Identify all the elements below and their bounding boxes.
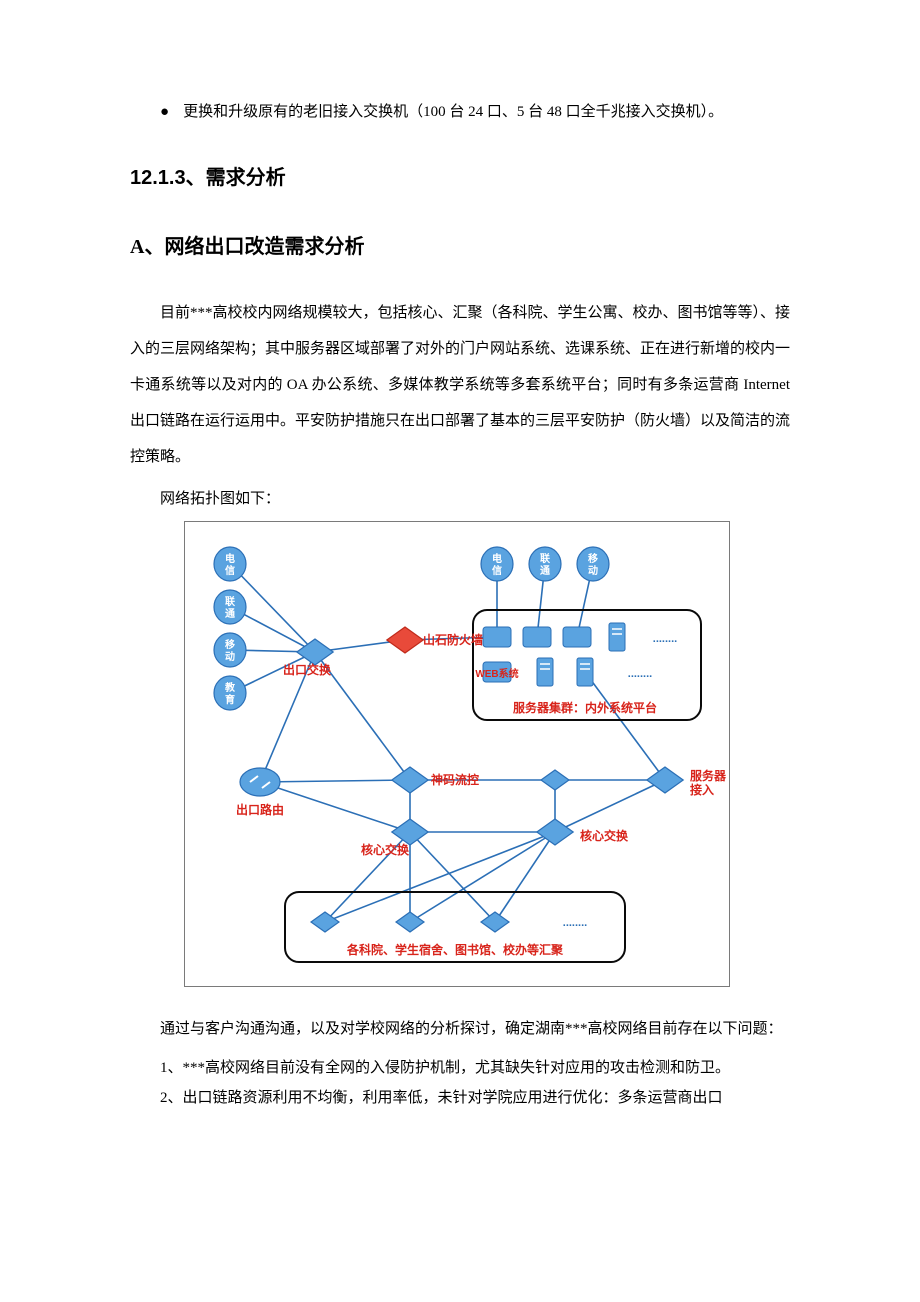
svg-text:出口路由: 出口路由: [236, 802, 284, 817]
svg-text:........: ........: [563, 917, 587, 929]
svg-text:教育: 教育: [224, 681, 236, 706]
svg-text:........: ........: [653, 633, 677, 645]
paragraph-problems-lead: 通过与客户沟通沟通，以及对学校网络的分析探讨，确定湖南***高校网络目前存在以下…: [130, 1011, 790, 1047]
svg-text:山石防火墙: 山石防火墙: [423, 632, 483, 647]
svg-text:服务器集群：内外系统平台: 服务器集群：内外系统平台: [513, 700, 657, 715]
heading-a: A、网络出口改造需求分析: [130, 230, 790, 259]
svg-text:移动: 移动: [225, 638, 235, 663]
problem-item-1: 1、***高校网络目前没有全网的入侵防护机制，尤其缺失针对应用的攻击检测和防卫。: [130, 1053, 790, 1083]
topology-svg: 电信联通移动教育电信联通移动山石防火墙出口交换WEB系统............…: [185, 522, 729, 986]
bullet-text: 更换和升级原有的老旧接入交换机（100 台 24 口、5 台 48 口全千兆接入…: [183, 100, 723, 121]
svg-text:服务器接入: 服务器接入: [690, 768, 727, 797]
svg-text:核心交换: 核心交换: [361, 842, 410, 857]
problem-item-2: 2、出口链路资源利用不均衡，利用率低，未针对学院应用进行优化：多条运营商出口: [130, 1083, 790, 1113]
network-topology-diagram: 电信联通移动教育电信联通移动山石防火墙出口交换WEB系统............…: [184, 521, 730, 987]
svg-text:移动: 移动: [588, 552, 598, 577]
svg-text:电信: 电信: [492, 552, 502, 577]
bullet-dot-icon: ●: [160, 105, 169, 120]
bullet-switch-upgrade: ● 更换和升级原有的老旧接入交换机（100 台 24 口、5 台 48 口全千兆…: [160, 100, 790, 121]
svg-text:........: ........: [628, 668, 652, 680]
paragraph-intro: 目前***高校校内网络规模较大，包括核心、汇聚（各科院、学生公寓、校办、图书馆等…: [130, 295, 790, 475]
heading-12-1-3: 12.1.3、需求分析: [130, 161, 790, 190]
svg-text:神码流控: 神码流控: [431, 772, 479, 787]
svg-text:电信: 电信: [225, 552, 235, 577]
svg-text:各科院、学生宿舍、图书馆、校办等汇聚: 各科院、学生宿舍、图书馆、校办等汇聚: [346, 942, 564, 957]
svg-text:WEB系统: WEB系统: [475, 667, 518, 680]
svg-text:联通: 联通: [540, 552, 550, 577]
paragraph-topology-lead: 网络拓扑图如下：: [130, 481, 790, 517]
svg-text:出口交换: 出口交换: [283, 662, 332, 677]
svg-text:核心交换: 核心交换: [580, 828, 629, 843]
svg-text:联通: 联通: [225, 595, 235, 620]
